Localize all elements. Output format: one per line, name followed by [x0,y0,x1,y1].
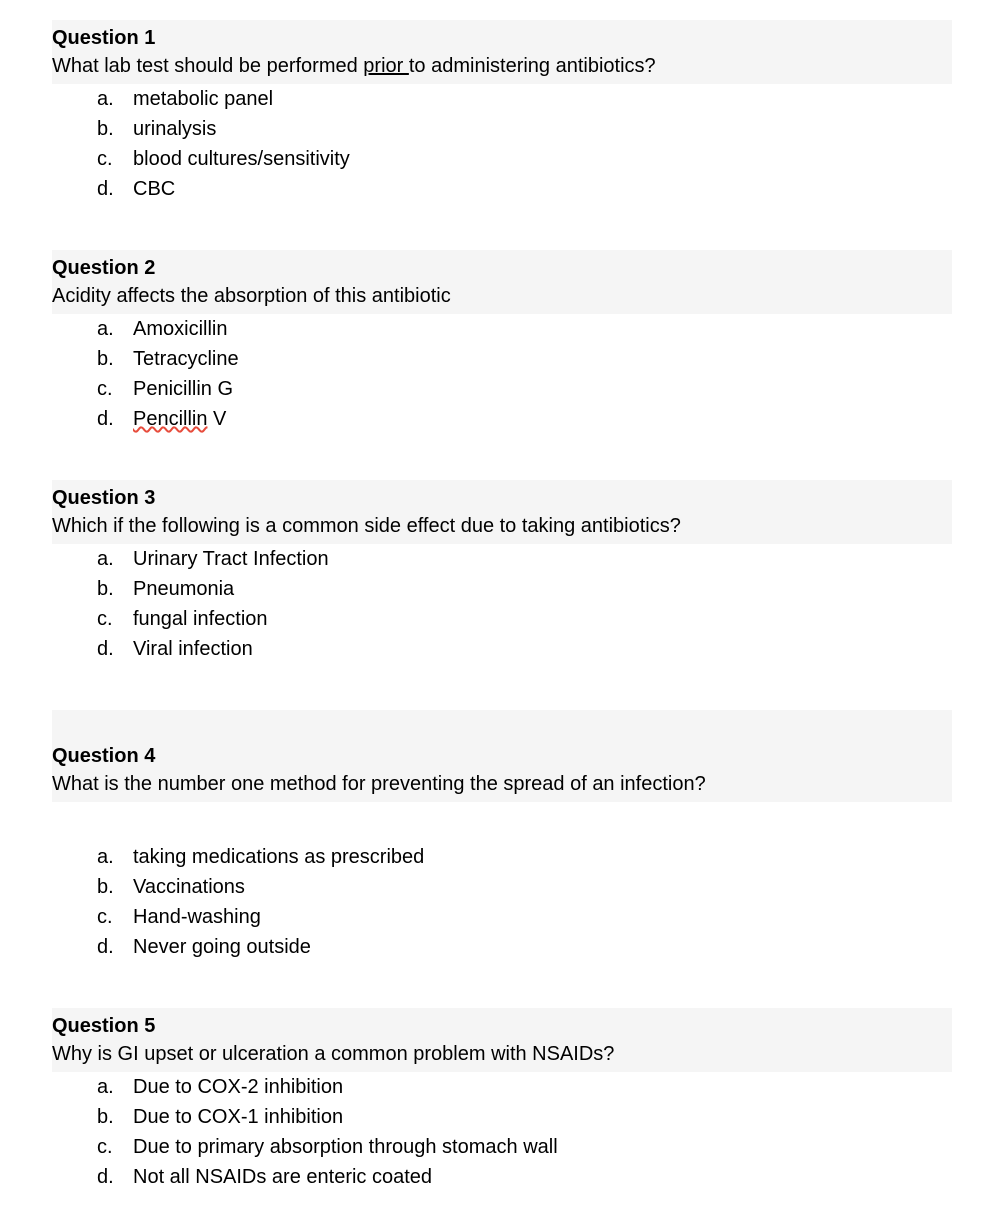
option-text: Pneumonia [133,575,952,603]
option-text: fungal infection [133,605,952,633]
question-title: Question 1 [52,24,952,52]
option-item: c.fungal infection [97,604,952,634]
option-letter: b. [97,575,133,603]
option-letter: b. [97,345,133,373]
option-text-spellcheck: Pencillin [133,408,207,430]
option-item: d.CBC [97,174,952,204]
option-text-post: V [207,408,226,430]
question-header: Question 5 Why is GI upset or ulceration… [52,1008,952,1072]
option-text: Tetracycline [133,345,952,373]
option-text: urinalysis [133,115,952,143]
option-letter: c. [97,605,133,633]
option-letter: a. [97,843,133,871]
option-text: Due to primary absorption through stomac… [133,1133,952,1161]
option-letter: c. [97,375,133,403]
option-letter: b. [97,1103,133,1131]
option-item: d.Viral infection [97,634,952,664]
question-header: Question 1 What lab test should be perfo… [52,20,952,84]
option-letter: c. [97,1133,133,1161]
option-letter: b. [97,115,133,143]
option-item: d.Pencillin V [97,404,952,434]
question-block: Question 5 Why is GI upset or ulceration… [52,1008,952,1192]
option-text: Penicillin G [133,375,952,403]
question-text: What lab test should be performed prior … [52,52,952,80]
option-text: Due to COX-1 inhibition [133,1103,952,1131]
question-text-underline: prior [363,55,409,77]
option-letter: d. [97,1163,133,1191]
option-text: CBC [133,175,952,203]
question-block: Question 4 What is the number one method… [52,710,952,962]
option-letter: c. [97,145,133,173]
options-list: a.Amoxicillin b.Tetracycline c.Penicilli… [52,314,952,434]
option-text: Viral infection [133,635,952,663]
option-item: a.taking medications as prescribed [97,842,952,872]
option-text: Due to COX-2 inhibition [133,1073,952,1101]
option-item: c.Due to primary absorption through stom… [97,1132,952,1162]
option-letter: d. [97,405,133,433]
option-letter: d. [97,933,133,961]
options-list: a.Urinary Tract Infection b.Pneumonia c.… [52,544,952,664]
options-list: a.Due to COX-2 inhibition b.Due to COX-1… [52,1072,952,1192]
option-item: d.Not all NSAIDs are enteric coated [97,1162,952,1192]
option-letter: a. [97,1073,133,1101]
option-text: Never going outside [133,933,952,961]
question-title: Question 4 [52,742,952,770]
question-block: Question 2 Acidity affects the absorptio… [52,250,952,434]
option-letter: c. [97,903,133,931]
option-item: a.Urinary Tract Infection [97,544,952,574]
spacer [52,710,952,738]
option-letter: b. [97,873,133,901]
option-text: Vaccinations [133,873,952,901]
option-text: Pencillin V [133,405,952,433]
option-text: blood cultures/sensitivity [133,145,952,173]
blank-space [52,802,952,842]
option-text: Hand-washing [133,903,952,931]
question-text: What is the number one method for preven… [52,770,952,798]
question-block: Question 1 What lab test should be perfo… [52,20,952,204]
question-title: Question 3 [52,484,952,512]
option-letter: a. [97,545,133,573]
option-text: Not all NSAIDs are enteric coated [133,1163,952,1191]
option-letter: a. [97,85,133,113]
option-text: Amoxicillin [133,315,952,343]
options-list: a.taking medications as prescribed b.Vac… [52,842,952,962]
options-list: a.metabolic panel b.urinalysis c.blood c… [52,84,952,204]
option-item: b.Due to COX-1 inhibition [97,1102,952,1132]
question-title: Question 5 [52,1012,952,1040]
option-text: taking medications as prescribed [133,843,952,871]
question-text: Why is GI upset or ulceration a common p… [52,1040,952,1068]
option-item: d.Never going outside [97,932,952,962]
option-item: b.Tetracycline [97,344,952,374]
option-item: a.metabolic panel [97,84,952,114]
question-header: Question 3 Which if the following is a c… [52,480,952,544]
option-letter: d. [97,635,133,663]
option-item: a.Due to COX-2 inhibition [97,1072,952,1102]
option-item: a.Amoxicillin [97,314,952,344]
option-item: b.Vaccinations [97,872,952,902]
option-item: b.Pneumonia [97,574,952,604]
question-title: Question 2 [52,254,952,282]
question-text-pre: What lab test should be performed [52,55,363,77]
question-text-post: to administering antibiotics? [409,55,656,77]
question-text: Acidity affects the absorption of this a… [52,282,952,310]
option-letter: a. [97,315,133,343]
question-text: Which if the following is a common side … [52,512,952,540]
option-item: c.Penicillin G [97,374,952,404]
option-item: b.urinalysis [97,114,952,144]
option-letter: d. [97,175,133,203]
option-item: c.blood cultures/sensitivity [97,144,952,174]
question-block: Question 3 Which if the following is a c… [52,480,952,664]
option-text: Urinary Tract Infection [133,545,952,573]
question-header: Question 4 What is the number one method… [52,738,952,802]
option-item: c.Hand-washing [97,902,952,932]
question-header: Question 2 Acidity affects the absorptio… [52,250,952,314]
option-text: metabolic panel [133,85,952,113]
